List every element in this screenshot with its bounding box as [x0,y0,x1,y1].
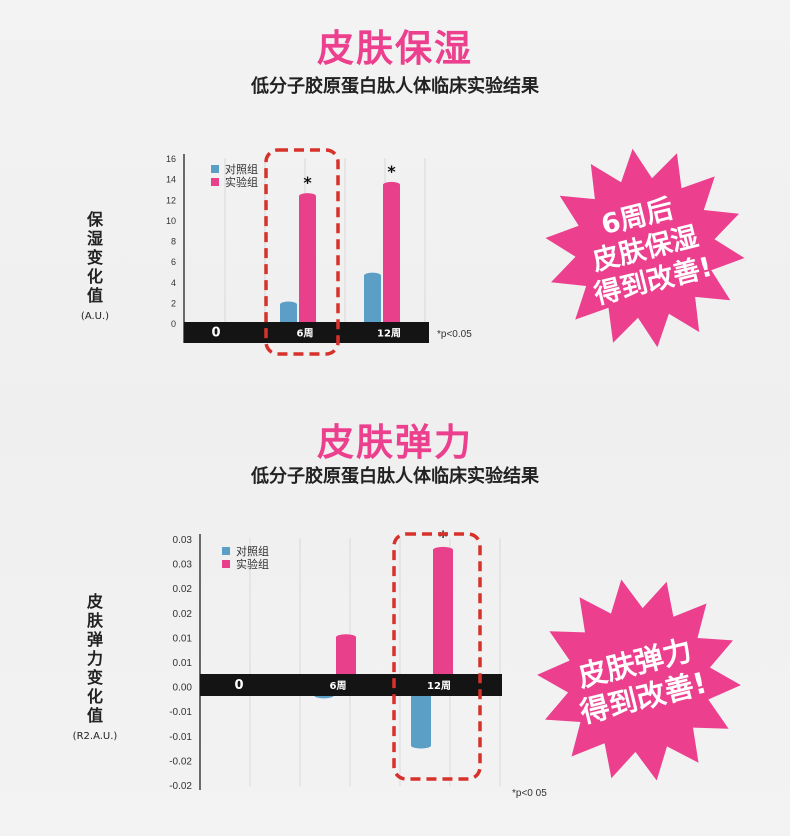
y-tick-label: 14 [166,175,176,185]
y-tick-label: 0.01 [173,658,193,669]
legend-label: 实验组 [236,557,269,571]
control-bar [364,275,381,323]
y-axis-label-char: 力 [86,649,103,668]
y-tick-label: 16 [166,154,176,164]
bar-cap [433,546,453,553]
control-bar [280,304,297,323]
significance-marker: * [303,173,312,192]
legend-swatch-control [222,547,230,555]
y-tick-label: 4 [171,278,176,288]
highlight-box [264,148,340,356]
y-tick-label: 0.01 [173,633,193,644]
y-tick-label: -0.02 [169,781,192,792]
y-tick-label: 2 [171,298,176,308]
experiment-bar [299,196,316,323]
y-axis-label-char: 弹 [86,630,103,649]
elasticity-section: 皮肤弹力 低分子胶原蛋白肽人体临床实验结果 皮肤弹力变化值 (R2.A.U.) … [0,410,790,836]
y-axis-label-char: 值 [86,706,103,725]
moisture-section: 皮肤保湿 低分子胶原蛋白肽人体临床实验结果 保湿变化值 (A.U.) 0 2 4 6 8… [0,0,790,410]
section-title: 皮肤保湿 [317,27,473,70]
starburst-shape [537,579,741,781]
bar-cap [383,181,400,188]
y-axis-unit: (A.U.) [80,311,110,322]
y-tick-label: 0.03 [173,560,193,571]
experiment-bar [433,549,453,682]
bar-cap [411,742,431,749]
y-tick-label: -0.01 [169,732,192,743]
y-tick-label: 0.00 [173,683,193,694]
y-tick-label: 12 [166,195,176,205]
footnote: *p<0.05 [437,329,472,340]
legend-label: 对照组 [236,544,269,558]
x-tick-label: 0 [211,326,220,341]
legend-swatch-experiment [211,178,219,186]
y-tick-label: 0.02 [173,584,193,595]
y-tick-label: 0.02 [173,609,193,620]
section-subtitle: 低分子胶原蛋白肽人体临床实验结果 [251,466,539,487]
y-axis-label-char: 值 [86,286,103,305]
significance-marker: * [387,162,396,181]
x-tick-label: 0 [234,678,243,693]
y-tick-label: 10 [166,216,176,226]
y-axis-label-char: 湿 [86,229,103,248]
category-axis-band [200,674,502,696]
legend-label: 对照组 [225,162,258,176]
y-axis-label-char: 变 [86,248,103,267]
legend-label: 实验组 [225,175,258,189]
x-tick-label: 12周 [377,328,401,340]
y-axis-label: 皮肤弹力变化值 (R2.A.U.) [73,592,118,746]
y-tick-label: 6 [171,257,176,267]
significance-marker: * [439,527,448,546]
y-axis-label-char: 化 [86,687,103,706]
experiment-bar [336,637,356,682]
control-bar [411,681,431,746]
y-axis-label-char: 化 [86,267,103,286]
y-tick-label: 8 [171,237,176,247]
category-axis-band [184,322,429,343]
section-subtitle: 低分子胶原蛋白肽人体临床实验结果 [251,76,539,97]
legend-swatch-experiment [222,560,230,568]
y-tick-label: -0.02 [169,756,192,767]
x-tick-label: 6周 [330,680,347,692]
starburst-shape [545,148,745,348]
y-axis-label: 保湿变化值 (A.U.) [78,210,112,326]
x-tick-label: 6周 [297,328,314,340]
bar-cap [364,272,381,279]
y-tick-label: 0 [171,319,176,329]
y-axis-unit: (R2.A.U.) [72,731,118,742]
bar-cap [280,301,297,308]
legend-swatch-control [211,165,219,173]
y-axis-label-char: 保 [86,210,103,229]
bar-cap [299,193,316,200]
y-axis-label-char: 皮 [86,592,103,611]
y-axis-label-char: 变 [86,668,103,687]
y-tick-label: 0.03 [173,535,193,546]
footnote: *p<0 05 [512,788,547,799]
elasticity-chart: 0.03 0.03 0.02 0.02 0.01 0.01 0.00 -0.01 -0.01 -0… [169,527,547,799]
bar-cap [336,634,356,641]
section-title: 皮肤弹力 [317,421,473,464]
x-tick-label: 12周 [427,680,451,692]
experiment-bar [383,184,400,323]
y-axis-label-char: 肤 [86,611,103,630]
y-tick-label: -0.01 [169,707,192,718]
